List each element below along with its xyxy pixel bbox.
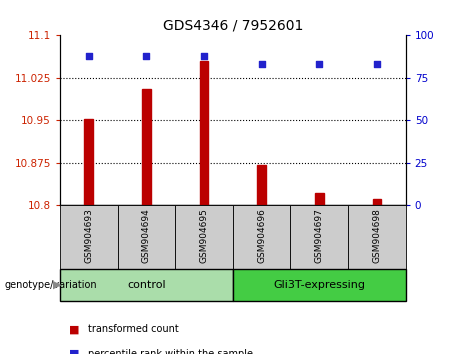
Title: GDS4346 / 7952601: GDS4346 / 7952601 [163, 19, 303, 33]
Bar [233, 205, 290, 269]
Point [85, 53, 92, 59]
Text: GSM904693: GSM904693 [84, 209, 93, 263]
Bar [315, 193, 324, 205]
Text: ■: ■ [69, 349, 80, 354]
Point [258, 62, 266, 67]
Bar [60, 205, 118, 269]
Bar [118, 205, 175, 269]
Bar [257, 165, 266, 205]
Bar [142, 89, 151, 205]
Point [200, 53, 207, 59]
Text: genotype/variation: genotype/variation [5, 280, 97, 290]
Point [142, 53, 150, 59]
Bar [348, 205, 406, 269]
Text: GSM904698: GSM904698 [372, 209, 381, 263]
Text: control: control [127, 280, 165, 290]
Text: GSM904694: GSM904694 [142, 209, 151, 263]
Text: GSM904696: GSM904696 [257, 209, 266, 263]
Point [315, 62, 323, 67]
Text: ■: ■ [69, 324, 80, 334]
Text: GSM904697: GSM904697 [315, 209, 324, 263]
Text: transformed count: transformed count [88, 324, 178, 334]
Bar [175, 205, 233, 269]
Bar [233, 269, 406, 301]
Bar [60, 269, 233, 301]
Bar [290, 205, 348, 269]
Text: percentile rank within the sample: percentile rank within the sample [88, 349, 253, 354]
Point [373, 62, 381, 67]
Bar [200, 61, 208, 205]
Bar [84, 119, 93, 205]
Bar [372, 199, 381, 205]
Text: ▶: ▶ [53, 280, 61, 290]
Text: GSM904695: GSM904695 [200, 209, 208, 263]
Text: Gli3T-expressing: Gli3T-expressing [273, 280, 365, 290]
